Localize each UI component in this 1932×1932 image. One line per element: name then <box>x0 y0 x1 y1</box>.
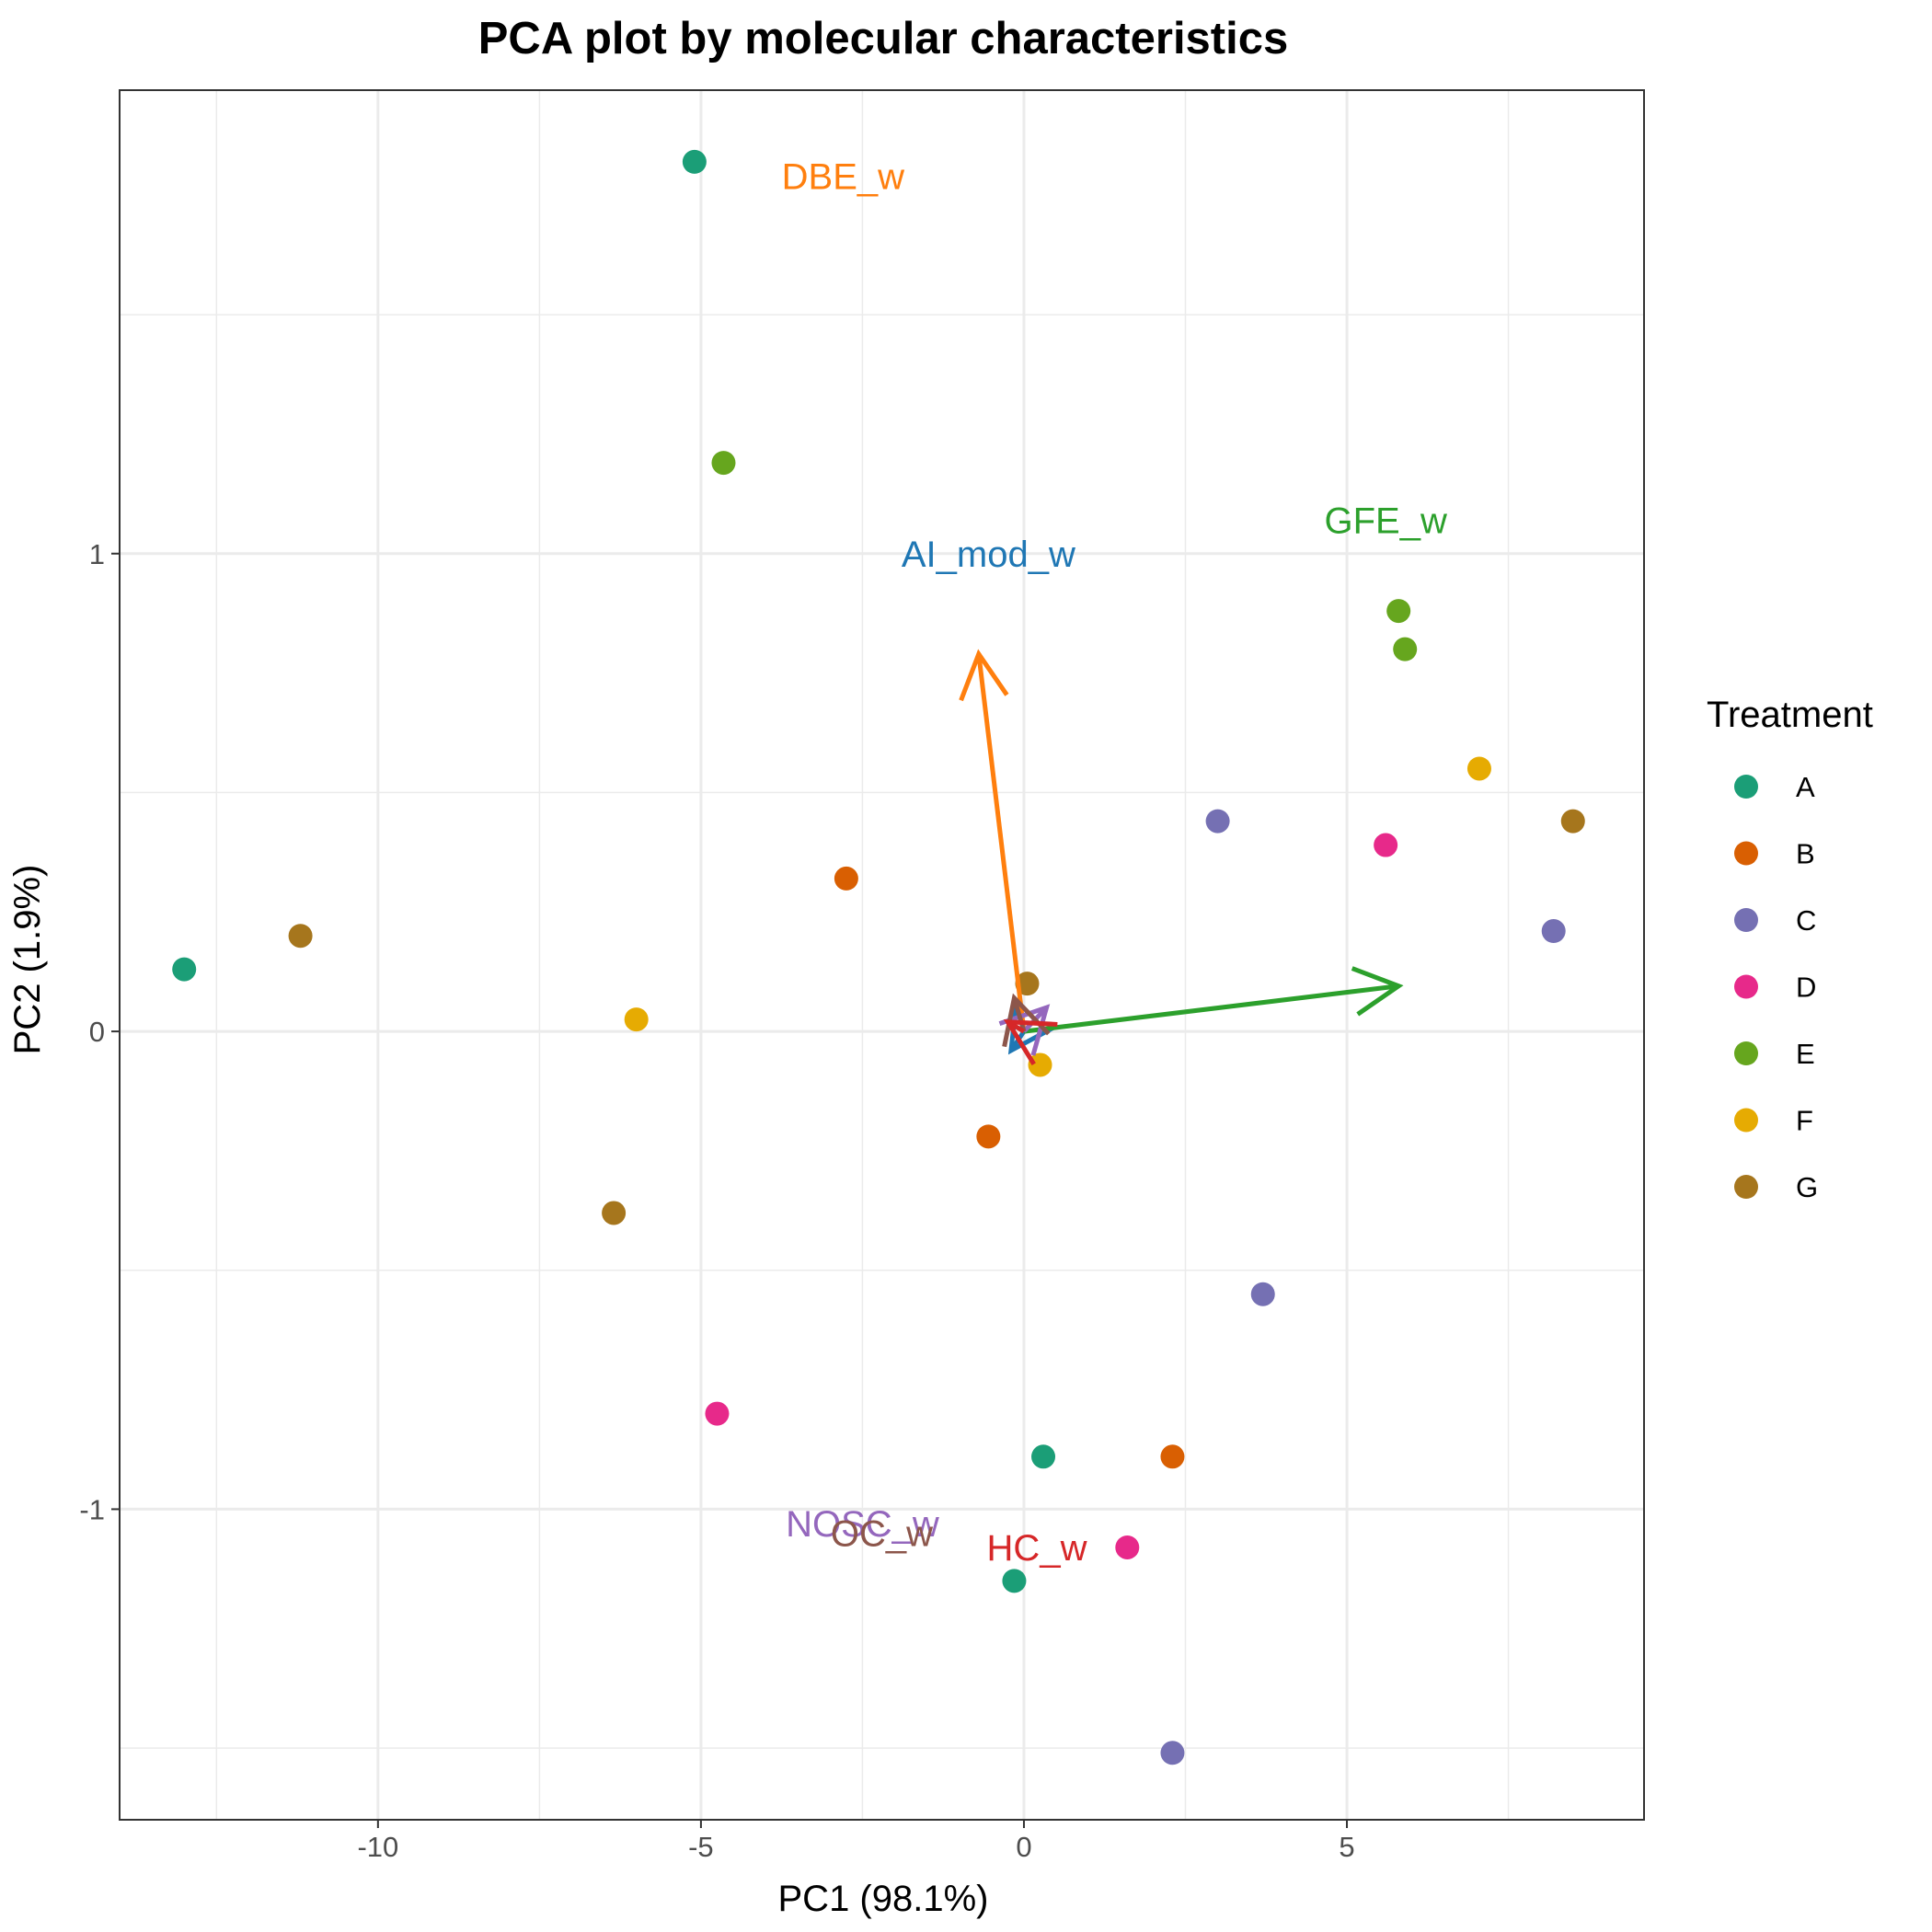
point-treatment-a <box>1031 1444 1056 1469</box>
point-treatment-g <box>288 924 313 949</box>
point-treatment-c <box>1160 1741 1185 1765</box>
loading-oc-w: OC_w <box>831 993 1051 1554</box>
point-treatment-e <box>711 451 736 476</box>
legend-key-d <box>1734 974 1758 999</box>
point-treatment-b <box>1160 1444 1185 1469</box>
legend-key-c <box>1734 908 1758 932</box>
point-treatment-b <box>976 1124 1001 1149</box>
x-tick-label: -5 <box>688 1831 714 1863</box>
legend-key-a <box>1734 775 1758 799</box>
point-treatment-e <box>1393 637 1418 661</box>
x-tick-label: -10 <box>357 1831 398 1863</box>
point-treatment-c <box>1205 809 1230 834</box>
legend-label-c: C <box>1796 904 1816 937</box>
point-treatment-a <box>682 149 707 174</box>
y-tick-label: 1 <box>89 538 105 570</box>
legend-key-b <box>1734 841 1758 866</box>
y-axis-title: PC2 (1.9%) <box>7 865 48 1055</box>
point-treatment-c <box>1250 1282 1275 1306</box>
loading-label-dbe-w: DBE_w <box>782 156 904 197</box>
legend: Treatment A B C D E F G <box>1707 695 1873 1203</box>
legend-label-g: G <box>1796 1171 1818 1203</box>
point-treatment-d <box>1374 833 1398 857</box>
chart-title: PCA plot by molecular characteristics <box>478 14 1289 63</box>
y-tick-label: 0 <box>89 1016 105 1048</box>
loading-label-hc-w: HC_w <box>987 1528 1087 1569</box>
loading-label-oc-w: OC_w <box>831 1513 933 1554</box>
grid-lines <box>120 90 1644 1820</box>
point-treatment-a <box>172 957 197 982</box>
point-treatment-g <box>1560 809 1585 834</box>
point-treatment-e <box>1386 599 1411 624</box>
point-treatment-d <box>1115 1535 1140 1559</box>
axes: -10 -5 0 5-101 <box>79 538 1354 1863</box>
loading-hc-w: HC_w <box>987 1018 1087 1569</box>
x-tick-label: 5 <box>1339 1831 1354 1863</box>
legend-key-g <box>1734 1175 1758 1199</box>
loading-label-ai-mod-w: AI_mod_w <box>902 535 1075 575</box>
loading-dbe-w: DBE_w <box>782 156 1027 1032</box>
legend-label-f: F <box>1796 1105 1813 1137</box>
data-points <box>172 149 1585 1765</box>
legend-label-e: E <box>1796 1038 1815 1070</box>
legend-key-e <box>1734 1041 1758 1065</box>
loading-label-gfe-w: GFE_w <box>1324 500 1446 541</box>
panel-border <box>119 89 1645 1821</box>
point-treatment-a <box>1002 1569 1027 1593</box>
loading-arrowhead-nosc-w <box>998 1004 1051 1056</box>
y-tick-label: -1 <box>79 1493 105 1525</box>
loading-arrowhead-dbe-w <box>959 649 1009 702</box>
point-treatment-f <box>1466 756 1491 781</box>
loading-nosc-w: NOSC_w <box>786 1004 1051 1545</box>
loading-arrow-dbe-w <box>976 653 1027 1032</box>
legend-key-f <box>1734 1108 1758 1133</box>
loading-arrow-oc-w <box>1012 997 1027 1032</box>
x-tick-label: 0 <box>1016 1831 1031 1863</box>
loading-arrows: DBE_w AI_mod_w GFE_w NOSC_wOC_w HC_w <box>782 156 1447 1568</box>
point-treatment-b <box>834 866 858 891</box>
loading-arrowhead-hc-w <box>1003 1018 1058 1065</box>
legend-label-a: A <box>1796 771 1815 803</box>
point-treatment-f <box>624 1007 649 1032</box>
loading-arrowhead-gfe-w <box>1351 966 1404 1017</box>
point-treatment-g <box>602 1201 627 1225</box>
loading-arrow-gfe-w <box>1023 983 1399 1034</box>
legend-label-b: B <box>1796 838 1815 870</box>
point-treatment-f <box>1028 1052 1052 1077</box>
x-axis-title: PC1 (98.1%) <box>778 1879 989 1919</box>
legend-title: Treatment <box>1707 695 1873 735</box>
loading-label-nosc-w: NOSC_w <box>786 1504 939 1545</box>
point-treatment-c <box>1541 919 1566 944</box>
loading-gfe-w: GFE_w <box>1023 500 1447 1034</box>
legend-label-d: D <box>1796 972 1816 1004</box>
point-treatment-d <box>705 1401 730 1426</box>
